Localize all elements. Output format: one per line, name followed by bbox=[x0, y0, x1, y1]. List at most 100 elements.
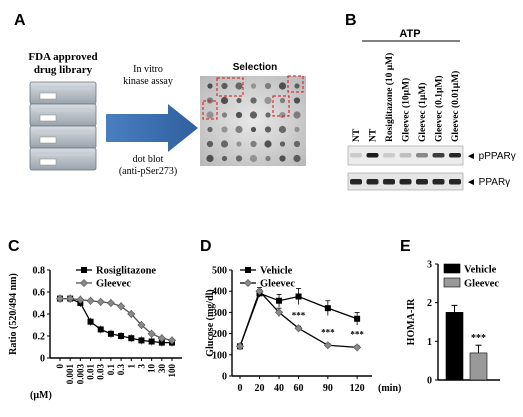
panel-b: ATP NT NT Rosiglitazone (10 μM) Gleevec (10… bbox=[347, 28, 516, 191]
c-data-point bbox=[107, 330, 114, 337]
blot-dot bbox=[220, 140, 229, 148]
c-data-point bbox=[106, 298, 115, 308]
blot-dot bbox=[235, 82, 243, 90]
blot-dot bbox=[265, 112, 271, 118]
d-data-point bbox=[323, 341, 332, 350]
c-legend-marker bbox=[79, 278, 89, 288]
d-y-tick-label: 500 bbox=[212, 266, 227, 277]
chart-e: 0 1 2 3 HOMA-IR *** Vehicle Gleevec bbox=[406, 260, 500, 387]
e-y-tick-label: 2 bbox=[427, 298, 432, 309]
selection-label: Selection bbox=[233, 62, 277, 73]
band-pparg bbox=[366, 179, 379, 185]
d-data-point bbox=[353, 343, 362, 352]
blot-dot bbox=[279, 111, 286, 119]
blot-dot bbox=[235, 155, 243, 162]
blot-dot bbox=[293, 140, 301, 148]
band-ppparg bbox=[449, 153, 461, 158]
c-data-point bbox=[96, 297, 105, 306]
band-ppparg bbox=[350, 153, 362, 158]
c-data-point bbox=[118, 333, 125, 339]
c-y-axis-label: Ratio (520/494 nm) bbox=[8, 273, 19, 355]
d-x-tick-label: 120 bbox=[350, 383, 365, 394]
c-x-tick-label: 0.01 bbox=[86, 364, 96, 380]
d-significance: *** bbox=[321, 327, 335, 337]
blot-dot bbox=[206, 111, 214, 119]
d-y-tick-label: 0 bbox=[222, 372, 227, 383]
lane-labels: NT NT Rosiglitazone (10 μM) Gleevec (10μM) G… bbox=[352, 53, 461, 142]
d-data-point bbox=[294, 324, 303, 333]
blot-dot bbox=[264, 82, 272, 90]
c-data-point bbox=[76, 295, 85, 304]
blot-dot bbox=[221, 112, 228, 118]
arrow-text-line3: dot blot bbox=[133, 154, 164, 165]
blot-dot bbox=[293, 111, 301, 119]
c-x-tick-label: 3 bbox=[136, 364, 146, 369]
blot-dot bbox=[220, 96, 229, 105]
panel-b-letter: B bbox=[345, 12, 357, 29]
blot-dot bbox=[221, 82, 228, 90]
e-bar bbox=[469, 352, 488, 381]
library-label-line2: drug library bbox=[34, 64, 93, 76]
blot-dot bbox=[294, 83, 300, 89]
blot-dot bbox=[250, 126, 257, 133]
band-ppparg bbox=[416, 153, 428, 158]
panel-a: FDA approved drug library In vitro kinas… bbox=[28, 51, 306, 177]
blot-ppparg bbox=[347, 145, 464, 166]
blot-dot bbox=[278, 82, 287, 90]
c-legend-label: Rosiglitazone bbox=[96, 266, 156, 277]
c-x-tick-label: 0.1 bbox=[106, 364, 116, 376]
blot-dot bbox=[294, 126, 300, 133]
e-legend-swatch bbox=[443, 277, 461, 288]
d-legend-label: Vehicle bbox=[260, 266, 293, 277]
arrow-text-line1: In vitro bbox=[133, 64, 163, 75]
d-x-tick-label: 20 bbox=[255, 383, 265, 394]
blot-dot bbox=[250, 140, 257, 148]
d-y-tick-label: 400 bbox=[212, 287, 227, 298]
lane-label: NT bbox=[369, 128, 379, 142]
blot-dot bbox=[249, 154, 258, 163]
c-y-tick-label: 0.8 bbox=[33, 266, 46, 277]
blot-dot bbox=[264, 126, 272, 133]
c-data-point bbox=[127, 309, 136, 319]
d-series-line bbox=[239, 289, 358, 349]
e-bar bbox=[445, 312, 464, 381]
d-legend-marker bbox=[243, 278, 253, 288]
d-y-tick-label: 200 bbox=[212, 329, 227, 340]
workflow-arrow bbox=[106, 104, 198, 152]
blot-dot bbox=[207, 83, 213, 89]
blot-dot bbox=[207, 126, 213, 133]
blot-dot bbox=[279, 155, 286, 162]
d-data-point bbox=[354, 315, 361, 322]
d-y-tick-label: 100 bbox=[212, 350, 227, 361]
drug-library-plates-illustration bbox=[29, 81, 97, 171]
d-y-axis-label: Glucose (mg/dl) bbox=[205, 289, 216, 357]
d-data-point bbox=[275, 308, 284, 317]
c-x-tick-label: 1 bbox=[126, 364, 136, 369]
c-x-tick-label: 100 bbox=[167, 364, 177, 378]
band-ppparg bbox=[383, 153, 395, 158]
panel-e-letter: E bbox=[400, 238, 411, 255]
d-significance: *** bbox=[350, 329, 364, 339]
blot-dot bbox=[265, 155, 271, 162]
dot-blot-dots bbox=[206, 82, 301, 163]
band-ppparg bbox=[432, 153, 445, 158]
c-x-tick-label: 0 bbox=[55, 364, 65, 369]
c-data-point bbox=[128, 335, 135, 342]
arrow-text-line2: kinase assay bbox=[123, 76, 173, 87]
blot-dot bbox=[264, 140, 272, 148]
band-pparg bbox=[399, 179, 412, 185]
blot-dot bbox=[206, 154, 214, 163]
e-legend-swatch bbox=[443, 263, 461, 274]
lane-label: Gleevec (1μM) bbox=[417, 83, 428, 142]
c-x-tick-label: 30 bbox=[157, 364, 167, 374]
e-y-tick-label: 0 bbox=[427, 376, 432, 387]
blot-label-pparg: ◄ PPARγ bbox=[466, 177, 510, 188]
c-x-unit-label: (μM) bbox=[30, 390, 52, 401]
d-x-tick-label: 60 bbox=[294, 383, 304, 394]
panel-d-letter: D bbox=[200, 238, 212, 255]
c-y-tick-label: 0.4 bbox=[33, 310, 46, 321]
d-legend-marker bbox=[245, 267, 251, 273]
blot-dot bbox=[250, 83, 257, 89]
c-x-tick-label: 0.03 bbox=[96, 364, 106, 380]
lane-label: Rosiglitazone (10 μM) bbox=[384, 53, 395, 142]
